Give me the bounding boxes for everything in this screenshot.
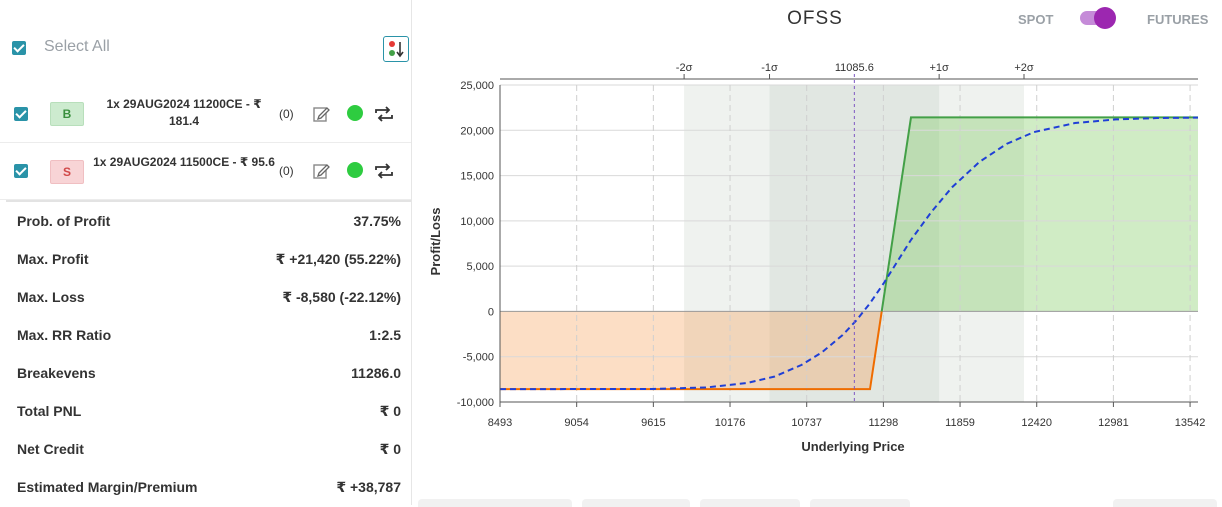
leg-row-sell: S 1x 29AUG2024 11500CE - ₹ 95.6 (0) [0,143,411,200]
y-tick-label: 0 [488,306,494,318]
y-tick-label: -5,000 [463,352,494,364]
loss-area [500,311,882,390]
stat-label: Max. Loss [17,289,85,305]
select-all-checkbox[interactable] [12,41,26,55]
select-all-row[interactable]: Select All [0,24,411,72]
bottom-tab[interactable] [810,499,910,507]
payoff-fills [500,117,1198,390]
stat-value: ₹ +38,787 [336,479,401,495]
profit-area [881,117,1198,312]
expiry-line-profit [880,116,1198,312]
bottom-tab[interactable] [418,499,572,507]
stat-label: Net Credit [17,441,84,457]
stat-max-loss: Max. Loss ₹ -8,580 (-22.12%) [0,278,411,316]
y-axis-title: Profit/Loss [428,208,443,276]
spot-label[interactable]: SPOT [1018,12,1054,27]
stat-label: Breakevens [17,365,96,381]
y-tick-label: 5,000 [466,261,494,273]
sigma-label: +1σ [929,62,949,74]
repeat-icon[interactable] [374,163,394,179]
x-tick-label: 12420 [1021,417,1052,429]
bottom-tab[interactable] [700,499,800,507]
stat-value: ₹ 0 [379,403,401,419]
x-tick-label: 9615 [641,417,665,429]
x-tick-label: 11298 [868,417,898,429]
leg-description-line1: 1x 29AUG2024 11200CE - ₹ [106,97,262,111]
x-tick-label: 10176 [715,417,746,429]
stat-label: Estimated Margin/Premium [17,479,198,495]
futures-label[interactable]: FUTURES [1147,12,1209,27]
stat-value: 1:2.5 [369,327,401,343]
bottom-tab[interactable] [582,499,690,507]
sigma-label: -1σ [761,62,778,74]
leg-checkbox[interactable] [14,164,28,178]
stat-total-pnl: Total PNL ₹ 0 [0,392,411,430]
select-all-label: Select All [44,38,110,55]
stat-max-profit: Max. Profit ₹ +21,420 (55.22%) [0,240,411,278]
x-tick-label: 8493 [488,417,512,429]
sort-button[interactable] [383,36,409,62]
stat-value: ₹ +21,420 (55.22%) [275,251,401,267]
y-tick-label: 10,000 [460,216,494,228]
stat-label: Max. Profit [17,251,89,267]
sort-icon [389,41,404,58]
chart-title: OFSS [787,8,843,29]
x-tick-label: 13542 [1175,417,1206,429]
leg-checkbox[interactable] [14,107,28,121]
leg-description: 1x 29AUG2024 11500CE - ₹ 95.6 [88,154,280,171]
x-axis-title: Underlying Price [801,439,904,454]
stat-value: ₹ 0 [379,441,401,457]
y-tick-label: 20,000 [460,125,494,137]
panel-divider [6,200,411,202]
stat-estimated-margin: Estimated Margin/Premium ₹ +38,787 [0,468,411,506]
leg-description-line2: 181.4 [168,114,200,128]
target-line [499,116,1199,391]
stat-value: 37.75% [353,213,401,229]
y-tick-label: -10,000 [457,397,494,409]
x-tick-label: 12981 [1098,417,1129,429]
stat-label: Max. RR Ratio [17,327,112,343]
stat-label: Total PNL [17,403,82,419]
edit-icon[interactable] [312,162,330,180]
x-tick-label: 10737 [791,417,822,429]
y-tick-label: 25,000 [460,80,494,92]
repeat-icon[interactable] [374,106,394,122]
edit-icon[interactable] [312,105,330,123]
leg-quantity: (0) [279,107,294,121]
leg-row-buy: B 1x 29AUG2024 11200CE - ₹ 181.4 (0) [0,86,411,143]
stat-label: Prob. of Profit [17,213,111,229]
y-tick-label: 15,000 [460,171,494,183]
chart-axes: 25,000 20,000 15,000 10,000 5,000 0 -5,000 -10,… [428,62,1205,454]
stat-prob-of-profit: Prob. of Profit 37.75% [0,202,411,240]
stat-max-rr-ratio: Max. RR Ratio 1:2.5 [0,316,411,354]
x-tick-label: 9054 [564,417,588,429]
current-price-label: 11085.6 [835,62,874,74]
toggle-thumb[interactable] [1094,7,1116,29]
payoff-lines [499,116,1199,391]
bottom-tab[interactable] [1113,499,1217,507]
x-tick-label: 11859 [945,417,975,429]
stat-breakevens: Breakevens 11286.0 [0,354,411,392]
stat-net-credit: Net Credit ₹ 0 [0,430,411,468]
stat-value: ₹ -8,580 (-22.12%) [282,289,401,305]
leg-status-dot [347,162,363,178]
sigma-label: +2σ [1014,62,1034,74]
leg-description-line1: 1x 29AUG2024 11500CE - ₹ 95.6 [93,155,275,169]
sigma-label: -2σ [676,62,693,74]
buy-badge[interactable]: B [50,102,84,126]
strategy-legs-panel: Select All B 1x 29AUG2024 11200CE - ₹ 18… [0,0,412,505]
leg-status-dot [347,105,363,121]
leg-quantity: (0) [279,164,294,178]
leg-description: 1x 29AUG2024 11200CE - ₹ 181.4 [98,96,270,130]
stat-value: 11286.0 [351,365,401,381]
sell-badge[interactable]: S [50,160,84,184]
